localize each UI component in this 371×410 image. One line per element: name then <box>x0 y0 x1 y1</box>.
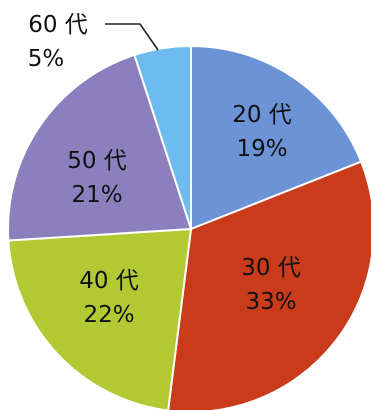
pie-slice-50s <box>7 53 193 242</box>
callout-leader-line <box>105 23 159 51</box>
pie-slice-40s <box>7 227 193 410</box>
pie-slice-20s <box>190 44 363 231</box>
slice-percent-label: 22% <box>83 302 134 328</box>
slice-percent-label: 21% <box>71 182 122 208</box>
slice-category-label: 40 代 <box>79 268 139 294</box>
slice-percent-label: 19% <box>236 136 287 162</box>
slice-category-label: 60 代 <box>28 12 88 38</box>
pie-slice-30s <box>167 160 371 410</box>
pie-labels: 20 代 19% 30 代 33% 40 代 22% 50 代 21% 60 代 5% <box>28 12 301 328</box>
pie-slice-60s <box>133 44 192 230</box>
slice-percent-label: 5% <box>28 46 65 72</box>
callout-leader <box>105 23 159 51</box>
slice-category-label: 30 代 <box>241 255 301 281</box>
slice-percent-label: 33% <box>245 289 296 315</box>
pie-slices <box>7 44 371 410</box>
slice-category-label: 50 代 <box>67 148 127 174</box>
slice-category-label: 20 代 <box>232 102 292 128</box>
